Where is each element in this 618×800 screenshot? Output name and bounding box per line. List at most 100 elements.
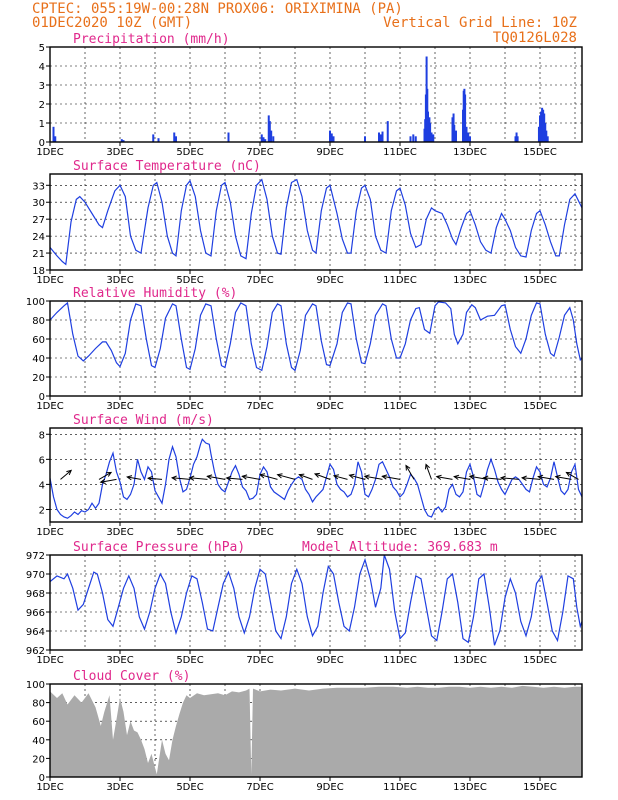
precipitation-bar (330, 133, 333, 142)
precipitation-bar (381, 131, 384, 142)
cloud-cover-panel: 0 20 40 60 80 100 1DEC 3DEC 5DEC 7DEC 9DEC 11DEC 13D… (26, 669, 583, 793)
cloud-cover-title: Cloud Cover (%) (73, 669, 190, 684)
precipitation-ytick-label: 1 (39, 119, 45, 130)
wind-wind-head (276, 473, 283, 479)
wind-ytick-label: 8 (39, 430, 45, 441)
wind-wind-head (206, 474, 213, 480)
humidity-title: Relative Humidity (%) (73, 286, 237, 301)
temperature-xtick-label: 15DEC (523, 275, 557, 286)
precipitation-bar (262, 137, 265, 142)
precipitation-bar (467, 132, 470, 142)
wind-xtick-label: 15DEC (523, 527, 557, 538)
wind-wind-head (241, 474, 248, 480)
precipitation-bar (464, 94, 467, 142)
cloud-cover-ytick-label: 0 (39, 773, 45, 784)
wind-wind-vector (453, 474, 471, 480)
humidity-xtick-label: 11DEC (383, 401, 417, 412)
temperature-ytick-label: 33 (32, 181, 45, 192)
precipitation-bar (175, 136, 177, 142)
wind-wind-vector (405, 464, 415, 480)
wind-wind-shaft (522, 477, 541, 480)
precipitation-xtick-label: 3DEC (106, 147, 133, 158)
precipitation-bar (543, 113, 546, 142)
wind-wind-vector (146, 475, 163, 482)
wind-wind-shaft (483, 477, 502, 480)
temperature-ytick-label: 30 (32, 198, 45, 209)
pressure-ytick-label: 970 (26, 570, 45, 581)
wind-wind-vector (126, 475, 142, 481)
wind-wind-vector (554, 474, 572, 480)
temperature-ytick-label: 24 (32, 232, 45, 243)
precipitation-xtick-label: 1DEC (36, 147, 63, 158)
pressure-ytick-label: 966 (26, 608, 45, 619)
humidity-xtick-label: 7DEC (246, 401, 273, 412)
wind-wind-head (313, 472, 320, 478)
wind-wind-head (537, 474, 544, 480)
humidity-panel: 0 20 40 60 80 100 1DEC 3DEC 5DEC 7DEC 9DEC 11DEC 13D… (26, 286, 583, 412)
wind-xtick-label: 13DEC (453, 527, 487, 538)
wind-wind-head (425, 463, 430, 470)
precipitation-bar (120, 139, 123, 142)
wind-wind-shaft (566, 471, 579, 480)
temperature-ytick-label: 27 (32, 215, 45, 226)
cloud-cover-xtick-label: 13DEC (453, 782, 487, 793)
precipitation-bar (465, 126, 468, 142)
wind-wind-shaft (333, 475, 348, 480)
humidity-xtick-label: 3DEC (106, 401, 133, 412)
precipitation-xtick-label: 5DEC (176, 147, 203, 158)
wind-wind-vector (170, 475, 191, 481)
pressure-title: Surface Pressure (hPa) (73, 540, 245, 555)
wind-wind-head (225, 475, 232, 482)
wind-wind-shaft (501, 477, 520, 480)
wind-wind-shaft (60, 470, 72, 480)
pressure-xtick-label: 1DEC (36, 655, 63, 666)
precipitation-bar (453, 124, 456, 142)
wind-line (49, 438, 583, 519)
wind-xtick-label: 1DEC (36, 527, 63, 538)
wind-wind-shaft (127, 476, 142, 480)
precipitation-bar (267, 115, 270, 142)
wind-wind-vector (435, 474, 453, 480)
wind-xtick-label: 7DEC (246, 527, 273, 538)
pressure-xtick-label: 5DEC (176, 655, 203, 666)
temperature-ytick-label: 18 (32, 266, 45, 277)
wind-wind-vector (206, 474, 226, 480)
wind-wind-shaft (555, 476, 572, 480)
wind-wind-head (348, 473, 355, 479)
wind-wind-vector (313, 472, 331, 480)
pressure-ytick-label: 968 (26, 589, 45, 600)
pressure-panel: 962 964 966 968 970 972 1DEC 3DEC 5DEC 7DEC 9DEC 11… (26, 540, 583, 666)
precipitation-xtick-label: 11DEC (383, 147, 417, 158)
wind-wind-shaft (100, 478, 117, 483)
wind-wind-head (188, 475, 195, 481)
cloud-cover-xtick-label: 15DEC (523, 782, 557, 793)
wind-wind-head (363, 474, 370, 480)
wind-wind-shaft (436, 476, 453, 480)
temperature-ytick-label: 21 (32, 249, 45, 260)
precipitation-bar (451, 117, 454, 142)
pressure-xtick-label: 11DEC (383, 655, 417, 666)
precipitation-bar (430, 132, 433, 142)
wind-wind-shaft (189, 477, 208, 480)
precipitation-bar (227, 132, 230, 142)
wind-xtick-label: 11DEC (383, 527, 417, 538)
wind-wind-shaft (425, 464, 432, 480)
wind-wind-vector (241, 474, 261, 480)
precipitation-bar (264, 139, 267, 142)
wind-wind-head (99, 478, 106, 484)
wind-wind-vector (363, 474, 383, 480)
model-code: TQ0126L028 (493, 30, 577, 46)
wind-wind-shaft (454, 476, 471, 480)
station-header: CPTEC: 055:19W-00:28N PROX06: ORIXIMINA … (32, 1, 403, 17)
humidity-xtick-label: 15DEC (523, 401, 557, 412)
precipitation-bar (539, 115, 541, 142)
wind-wind-head (520, 475, 527, 481)
pressure-annotation: Model Altitude: 369.683 m (302, 540, 498, 555)
wind-wind-shaft (172, 477, 191, 480)
wind-wind-head (66, 469, 73, 476)
temperature-xtick-label: 11DEC (383, 275, 417, 286)
temperature-xtick-label: 13DEC (453, 275, 487, 286)
precipitation-bar (516, 136, 519, 142)
precipitation-bar (152, 134, 155, 142)
